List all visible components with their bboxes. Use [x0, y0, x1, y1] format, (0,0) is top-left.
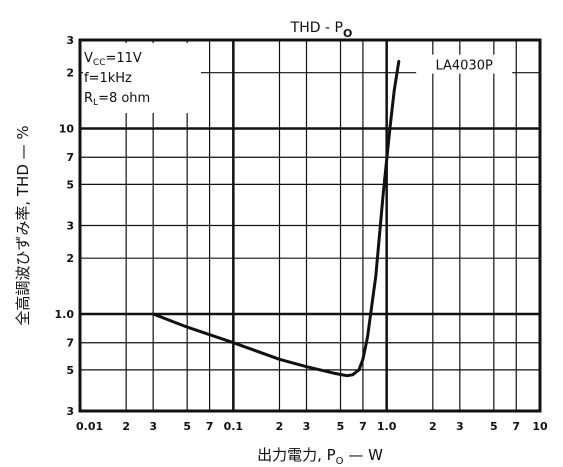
- x-tick-label: 5: [183, 420, 191, 433]
- conditions-background: [83, 43, 201, 113]
- y-tick-label: 5: [66, 364, 74, 377]
- x-tick-label: 7: [359, 420, 367, 433]
- y-tick-label: 3: [66, 34, 74, 47]
- y-tick-label: 3: [66, 220, 74, 233]
- x-tick-label: 2: [276, 420, 284, 433]
- y-tick-label: 1.0: [55, 308, 75, 321]
- x-tick-label: 1.0: [377, 420, 397, 433]
- x-tick-label: 7: [512, 420, 520, 433]
- y-tick-label: 3: [66, 405, 74, 418]
- x-tick-label: 7: [206, 420, 214, 433]
- x-tick-label: 3: [456, 420, 464, 433]
- legend-background: [416, 54, 513, 74]
- legend-series-label: LA4030P: [435, 59, 493, 74]
- frequency-condition: f=1kHz: [84, 71, 132, 86]
- x-tick-label: 10: [532, 420, 548, 433]
- load-condition: RL=8 ohm: [84, 91, 150, 108]
- x-tick-label: 2: [122, 420, 130, 433]
- y-tick-label: 7: [66, 151, 74, 164]
- y-tick-label: 10: [59, 123, 75, 136]
- x-tick-labels: 0.01 2 3 5 7 0.1 2 3 5 7 1.0 2 3 5 7 10: [76, 420, 548, 433]
- thd-curve: [151, 59, 401, 378]
- x-tick-label: 5: [337, 420, 345, 433]
- y-tick-label: 5: [66, 178, 74, 191]
- y-tick-labels: 3 5 7 1.0 2 3 5 7 10 2 3: [55, 34, 75, 418]
- x-tick-label: 0.01: [76, 420, 103, 433]
- vcc-condition: VCC=11V: [84, 51, 142, 68]
- x-tick-label: 5: [490, 420, 498, 433]
- plot-frame: [78, 38, 542, 413]
- x-tick-label: 3: [149, 420, 157, 433]
- x-tick-label: 3: [303, 420, 311, 433]
- x-axis-label: 出力電力, PO — W: [257, 446, 383, 467]
- chart-title: THD - PO: [290, 20, 353, 40]
- x-tick-label: 2: [429, 420, 437, 433]
- y-tick-label: 2: [66, 67, 74, 80]
- chart-grid: [78, 39, 542, 412]
- conditions-box: VCC=11V f=1kHz RL=8 ohm: [83, 43, 201, 113]
- y-tick-label: 2: [66, 252, 74, 265]
- y-tick-label: 7: [66, 337, 74, 350]
- y-axis-label: 全高調波ひずみ率, THD — %: [14, 125, 32, 325]
- x-tick-label: 0.1: [224, 420, 244, 433]
